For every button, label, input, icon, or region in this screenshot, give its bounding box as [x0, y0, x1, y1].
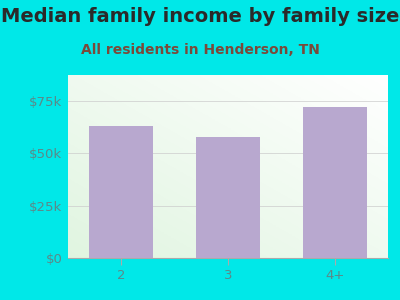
Bar — [303, 107, 367, 258]
Bar — [89, 126, 153, 258]
Text: Median family income by family size: Median family income by family size — [1, 8, 399, 26]
Bar — [196, 137, 260, 258]
Text: All residents in Henderson, TN: All residents in Henderson, TN — [80, 44, 320, 58]
